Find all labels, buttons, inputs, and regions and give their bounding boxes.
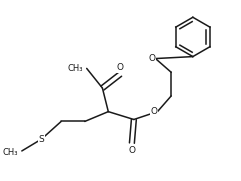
Text: O: O [117,63,124,72]
Text: CH₃: CH₃ [2,148,18,157]
Text: O: O [150,107,157,116]
Text: CH₃: CH₃ [67,64,83,73]
Text: O: O [128,146,135,155]
Text: S: S [39,135,44,144]
Text: O: O [148,54,155,63]
